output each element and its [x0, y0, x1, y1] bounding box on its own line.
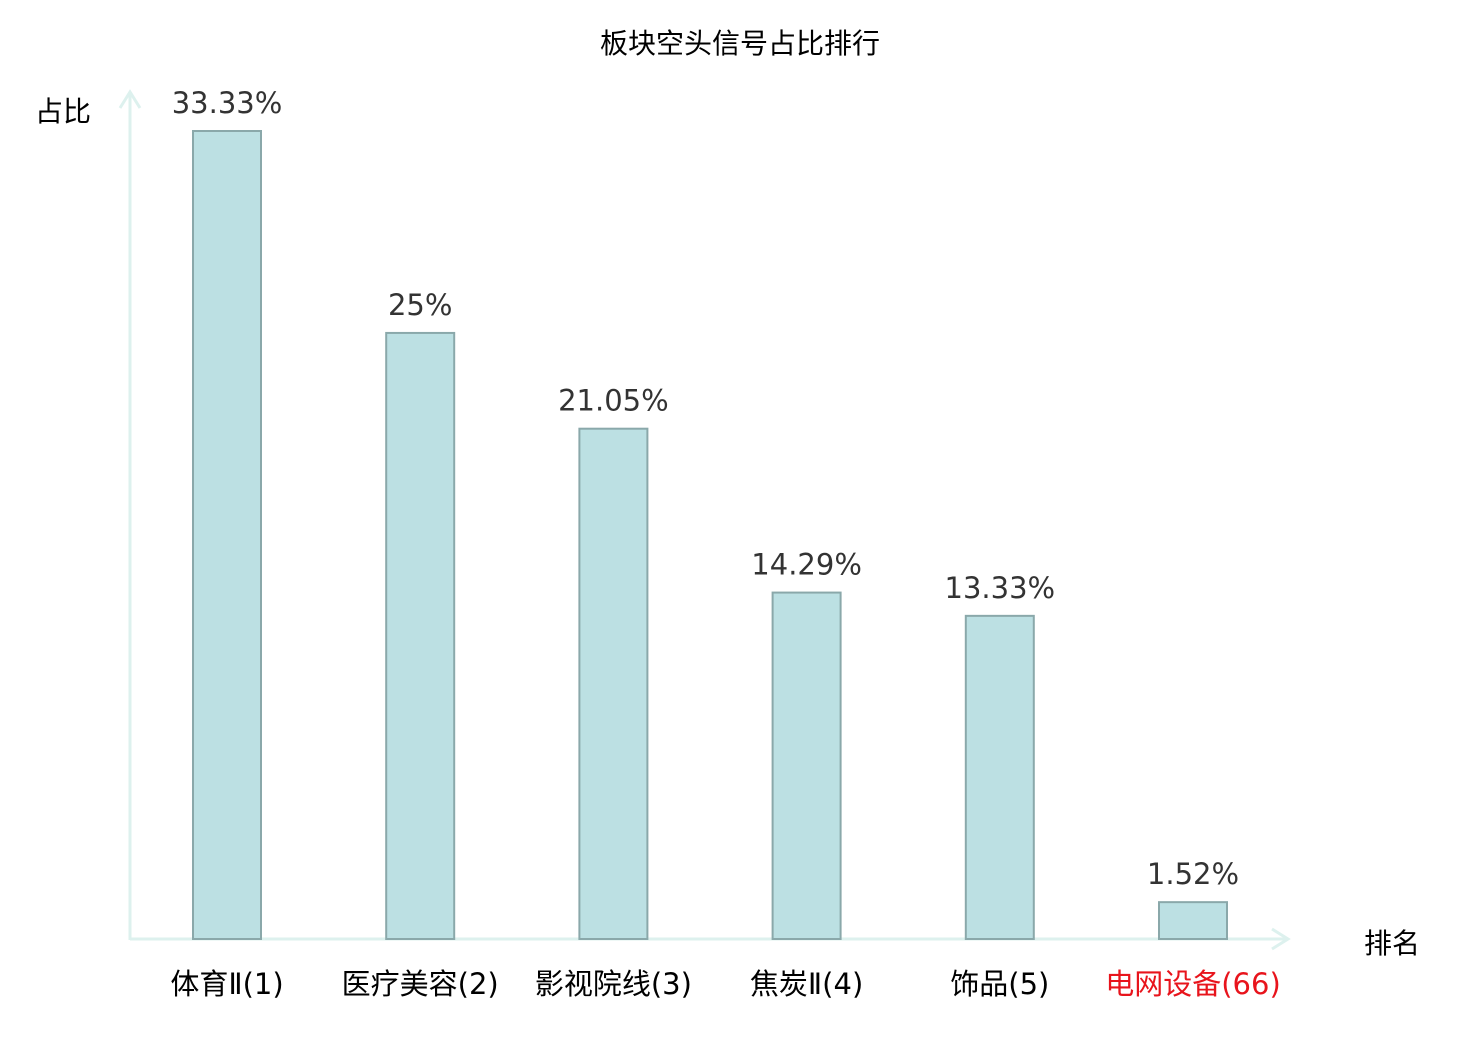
value-label: 33.33%: [172, 86, 283, 120]
y-axis-label: 占比: [35, 95, 91, 128]
chart-title: 板块空头信号占比排行: [600, 27, 880, 60]
value-label: 1.52%: [1147, 857, 1239, 891]
bar: [771, 591, 842, 940]
x-tick-label: 焦炭Ⅱ(4): [750, 967, 863, 1001]
bar: [1158, 901, 1228, 940]
value-label: 25%: [388, 288, 452, 322]
x-tick-label: 饰品(5): [950, 967, 1049, 1001]
bar: [385, 331, 456, 940]
x-tick-label: 体育Ⅱ(1): [170, 967, 283, 1001]
x-axis: [130, 927, 1291, 951]
x-tick-label: 影视院线(3): [535, 967, 692, 1001]
x-tick-label: 医疗美容(2): [342, 967, 499, 1001]
bar: [192, 130, 262, 940]
bar: [964, 614, 1035, 941]
value-label: 13.33%: [945, 571, 1056, 605]
x-tick-label: 电网设备(66): [1105, 967, 1281, 1001]
value-label: 21.05%: [558, 384, 669, 418]
value-label: 14.29%: [751, 548, 862, 582]
x-axis-label: 排名: [1364, 927, 1420, 960]
y-axis: [118, 89, 142, 940]
bar: [578, 427, 649, 940]
